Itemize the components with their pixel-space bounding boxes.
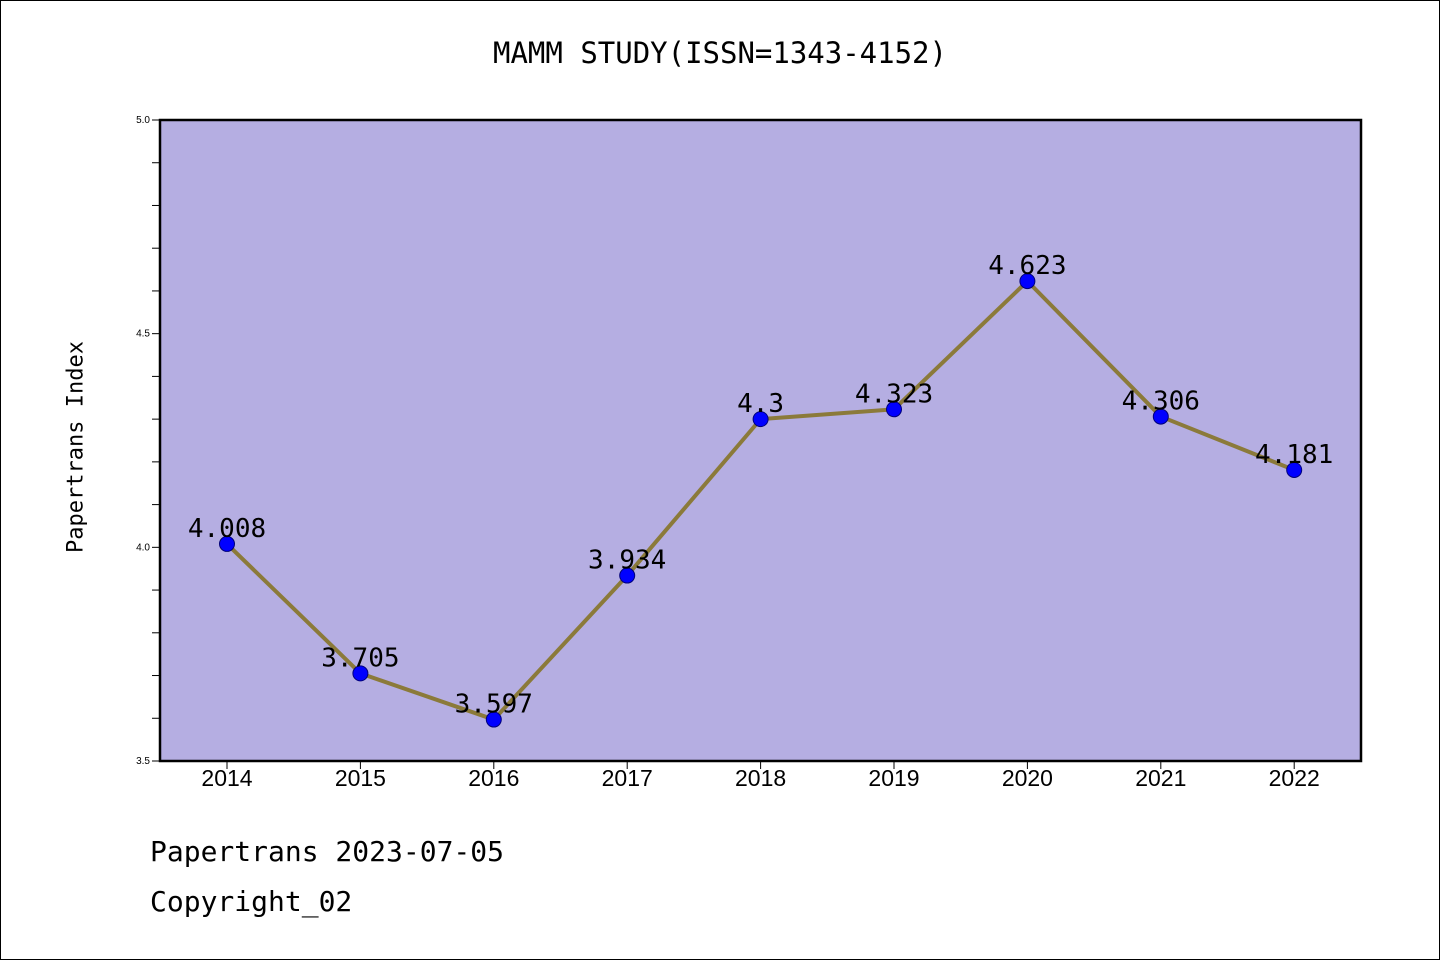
data-label: 4.181	[1255, 440, 1333, 470]
data-point	[619, 567, 636, 584]
y-tick-label: 5.0	[136, 115, 150, 126]
data-point	[1019, 273, 1036, 290]
data-point	[886, 401, 902, 418]
x-tick-label: 2014	[201, 765, 252, 791]
x-tick-label: 2016	[468, 765, 519, 791]
x-tick-label: 2018	[735, 765, 786, 791]
x-tick-label: 2021	[1135, 765, 1186, 791]
y-tick-label: 4.0	[136, 542, 150, 553]
x-tick-label: 2017	[602, 765, 653, 791]
chart-title: MAMM STUDY(ISSN=1343-4152)	[493, 36, 947, 70]
x-tick-label: 2015	[335, 765, 386, 791]
data-point	[1152, 408, 1169, 425]
data-label: 3.597	[455, 690, 533, 720]
data-label: 3.705	[321, 643, 399, 673]
footer-copyright: Copyright_02	[150, 885, 353, 918]
data-label: 4.623	[988, 251, 1066, 281]
data-label: 3.934	[588, 546, 666, 576]
plot-border	[158, 118, 1363, 763]
x-tick-label: 2019	[868, 765, 919, 791]
data-label: 4.323	[855, 379, 933, 409]
footer-date: Papertrans 2023-07-05	[150, 835, 505, 868]
x-tick-label: 2020	[1002, 765, 1053, 791]
data-label: 4.008	[188, 514, 266, 544]
y-tick-label: 4.5	[136, 329, 150, 340]
data-point	[485, 711, 502, 728]
data-label: 4.306	[1122, 387, 1200, 417]
plot-area	[160, 120, 1361, 761]
data-point	[352, 665, 369, 682]
x-tick-label: 2022	[1269, 765, 1320, 791]
data-point	[1286, 461, 1303, 478]
data-point	[219, 535, 235, 552]
data-label: 4.3	[737, 389, 784, 419]
y-tick-label: 3.5	[136, 756, 150, 767]
data-point	[752, 411, 769, 428]
